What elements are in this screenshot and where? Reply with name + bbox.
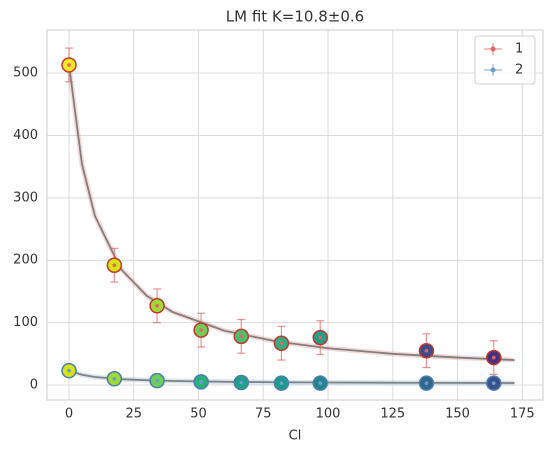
point-center (199, 328, 203, 332)
x-tick-label: 50 (190, 407, 207, 422)
legend-box (474, 35, 536, 85)
point-center (491, 381, 496, 385)
x-tick-label: 150 (445, 407, 470, 422)
legend-dot (490, 67, 496, 73)
chart-title: LM fit K=10.8±0.6 (226, 8, 364, 26)
legend-dot (490, 46, 496, 52)
point-center (239, 334, 244, 339)
point-center (67, 63, 71, 67)
point-center (279, 341, 284, 346)
y-tick-label: 300 (13, 190, 38, 205)
y-tick-label: 200 (13, 253, 38, 268)
point-center (112, 376, 117, 381)
point-center (199, 380, 203, 384)
fit-curve (68, 64, 515, 361)
x-tick-label: 75 (255, 407, 272, 422)
point-center (424, 348, 429, 353)
point-center (67, 368, 71, 373)
plot-frame (46, 29, 544, 401)
x-tick-label: 25 (125, 407, 142, 422)
point-center (279, 381, 284, 385)
x-tick-label: 0 (65, 407, 73, 422)
x-tick-label: 125 (380, 407, 405, 422)
y-tick-label: 0 (30, 378, 38, 393)
point-center (239, 380, 244, 385)
point-center (424, 381, 429, 385)
point-center (318, 335, 323, 340)
point-center (491, 355, 496, 360)
x-tick-label: 175 (510, 407, 535, 422)
legend-label: 1 (515, 42, 523, 57)
y-tick-label: 500 (13, 66, 38, 81)
x-tick-label: 100 (316, 407, 341, 422)
legend-label: 2 (515, 63, 523, 78)
y-tick-label: 400 (13, 128, 38, 143)
x-axis-label: Cl (289, 429, 302, 444)
point-center (155, 378, 159, 383)
y-tick-label: 100 (13, 315, 38, 330)
point-center (155, 303, 159, 308)
point-center (318, 381, 323, 385)
point-center (112, 263, 117, 268)
